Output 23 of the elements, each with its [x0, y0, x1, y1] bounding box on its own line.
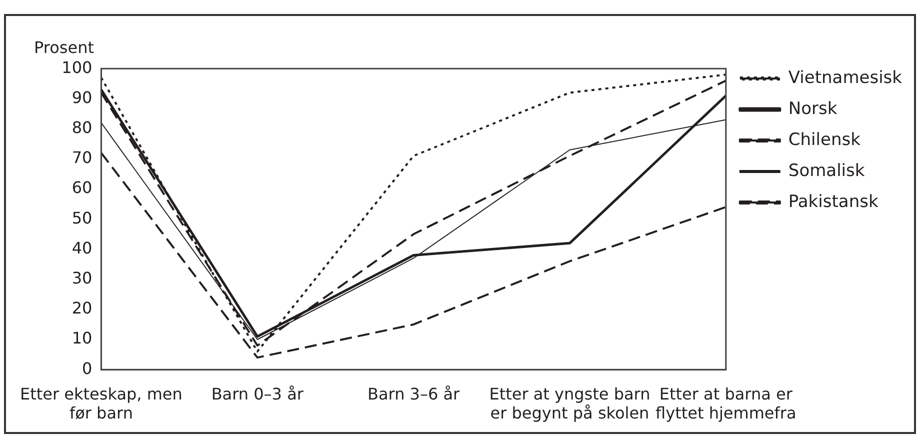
legend-label: Somalisk [788, 160, 865, 181]
y-axis-title: Prosent [34, 38, 94, 57]
x-tick-label: Etter at yngste barn er begynt på skolen [489, 384, 650, 423]
y-tick-label: 50 [72, 208, 92, 228]
legend-label: Norsk [788, 98, 838, 119]
legend-label: Chilensk [788, 130, 861, 150]
legend-label: Pakistansk [788, 192, 878, 212]
y-tick-label: 30 [72, 268, 92, 288]
y-tick-label: 0 [82, 358, 92, 378]
line-series [100, 152, 727, 359]
y-tick-label: 40 [72, 238, 92, 258]
y-tick-label: 90 [72, 88, 92, 107]
y-tick-label: 80 [72, 118, 92, 137]
y-tick-label: 60 [72, 178, 92, 198]
x-tick-label: Etter ekteskap, men før barn [20, 384, 182, 423]
x-tick-label: Etter at barna er flyttet hjemmefra [656, 384, 796, 423]
y-tick-label: 100 [62, 58, 92, 77]
y-tick-label: 20 [72, 298, 92, 318]
y-tick-label: 70 [72, 148, 92, 168]
legend-label: Vietnamesisk [788, 68, 902, 88]
x-tick-label: Barn 0–3 år [211, 384, 304, 404]
x-tick-label: Barn 3–6 år [367, 384, 460, 404]
y-tick-label: 10 [72, 328, 92, 348]
